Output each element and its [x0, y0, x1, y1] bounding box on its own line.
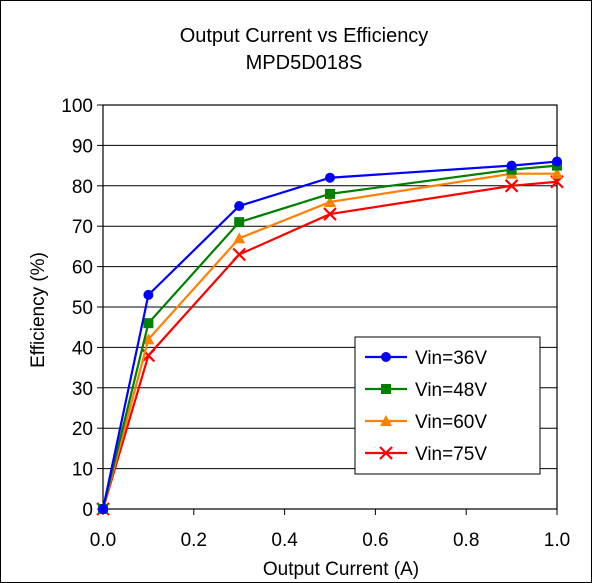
legend-entry: Vin=36V [365, 348, 487, 369]
marker-x-stroke [379, 446, 393, 460]
ytick-label: 20 [72, 419, 93, 440]
series-line [101, 164, 558, 510]
ytick-label: 80 [72, 177, 93, 198]
ytick-label: 40 [72, 338, 93, 359]
data-point [323, 207, 337, 221]
ytick-label: 10 [72, 460, 93, 481]
x-ticks: 0.0 0.2 0.4 0.6 0.8 1.0 [90, 509, 570, 551]
x-axis-label: Output Current (A) [263, 559, 419, 580]
ytick-label: 90 [72, 136, 93, 157]
ytick-label: 60 [72, 258, 93, 279]
data-point [98, 504, 108, 514]
data-point [234, 201, 245, 211]
data-point [234, 217, 245, 228]
legend-entry: Vin=60V [365, 412, 487, 433]
series-line [101, 172, 557, 510]
data-point [552, 156, 562, 167]
data-point [551, 167, 563, 179]
legend-label: Vin=75V [415, 444, 487, 465]
xtick-label: 0.0 [90, 530, 116, 551]
y-axis-label: Efficiency (%) [28, 252, 49, 368]
legend-marker [381, 384, 391, 394]
xtick-label: 0.2 [181, 530, 207, 551]
data-point [325, 188, 335, 199]
legend: Vin=36V Vin=48V Vin=60V Vin=75V [354, 336, 541, 475]
ytick-label: 100 [61, 96, 93, 117]
data-point [143, 289, 154, 300]
data-point [506, 160, 517, 171]
ytick-label: 30 [72, 379, 93, 400]
xtick-label: 0.8 [453, 530, 479, 551]
data-point [325, 172, 335, 183]
data-point [504, 179, 519, 193]
chart-title: Output Current vs Efficiency [180, 25, 429, 47]
series-line [101, 180, 558, 510]
legend-label: Vin=60V [415, 412, 487, 433]
series-line [101, 160, 558, 510]
legend-entry: Vin=75V [365, 444, 487, 465]
marker-x-stroke [232, 247, 246, 262]
xtick-label: 0.4 [271, 530, 298, 551]
data-point [324, 195, 336, 207]
data-point [143, 318, 154, 329]
ytick-label: 0 [82, 500, 93, 521]
legend-marker [380, 415, 392, 426]
legend-entry: Vin=48V [365, 380, 487, 401]
legend-label: Vin=36V [415, 348, 487, 369]
ytick-label: 50 [72, 298, 93, 319]
marker-x-stroke [504, 179, 519, 193]
series-1 [98, 156, 562, 514]
legend-marker [381, 352, 391, 362]
data-point [142, 333, 155, 345]
y-ticks: 0 10 20 30 40 50 60 70 80 90 100 [61, 96, 103, 521]
marker-x-stroke [141, 348, 156, 363]
legend-label: Vin=48V [415, 380, 487, 401]
chart-subtitle: MPD5D018S [246, 52, 363, 74]
xtick-label: 1.0 [544, 530, 570, 551]
series [96, 156, 564, 516]
data-point [232, 247, 246, 262]
data-point [233, 232, 246, 244]
xtick-label: 0.6 [362, 530, 388, 551]
ytick-label: 70 [72, 217, 93, 238]
marker-x-stroke [323, 207, 337, 221]
legend-marker [379, 446, 393, 460]
